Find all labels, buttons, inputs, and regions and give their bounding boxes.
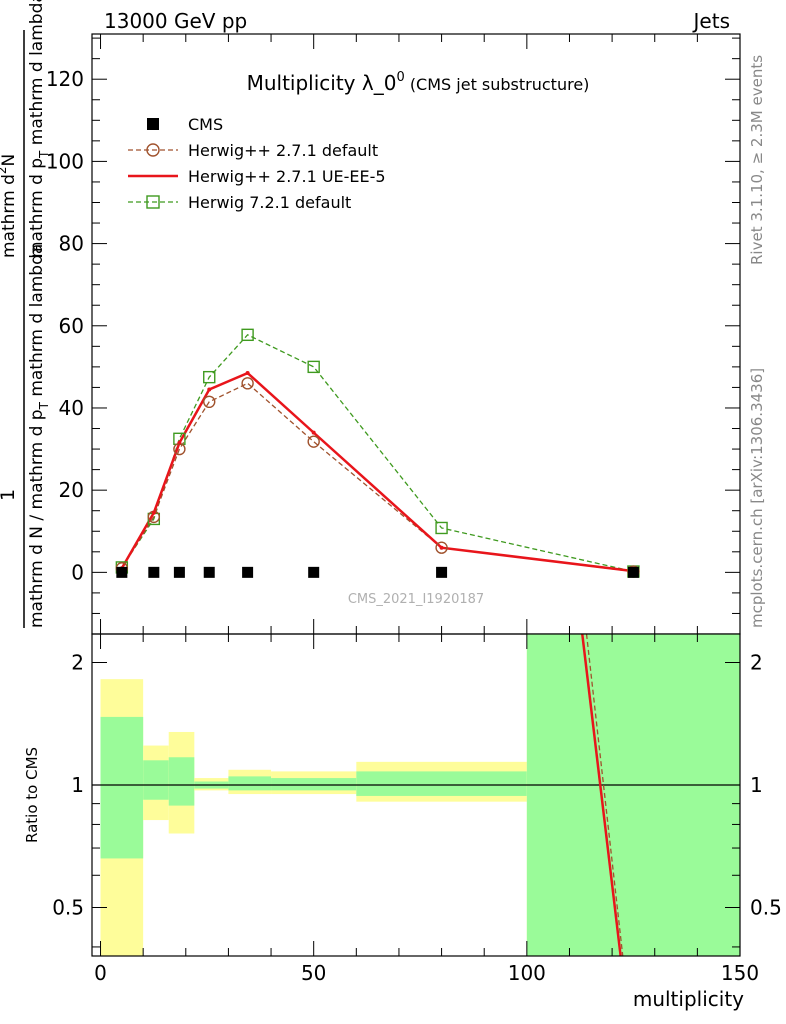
point-cms	[242, 566, 254, 578]
ratio-lines-layer	[581, 633, 624, 957]
main-series-layer	[115, 328, 640, 578]
ratio-tick-labels: 0.5 0.5 1 1 2 2 0 50 100 150	[52, 651, 782, 985]
series-line-herwig-ueee5	[120, 371, 634, 573]
point-herwig-ueee5	[207, 387, 212, 392]
ylabel-one: 1	[0, 489, 19, 501]
point-herwig-ueee5	[311, 430, 316, 435]
main-ytick-label: 0	[71, 560, 84, 584]
main-ytick-label: 80	[59, 232, 84, 256]
x-axis-label: multiplicity	[633, 987, 744, 1011]
x-tick-label: 0	[94, 961, 107, 985]
plot-title: Multiplicity λ_00 (CMS jet substructure)	[247, 70, 590, 95]
series-line-herwig-default	[121, 382, 634, 573]
ratio-ytick-label-right: 2	[750, 651, 763, 675]
ratio-band-green	[526, 634, 740, 956]
point-herwig-ueee5	[177, 440, 182, 445]
legend: CMS Herwig++ 2.7.1 default Herwig++ 2.7.…	[128, 115, 386, 212]
point-herwig721	[203, 370, 216, 384]
ratio-band-green	[228, 776, 272, 791]
legend-label-herwig721: Herwig 7.2.1 default	[188, 193, 351, 212]
ratio-bands-layer	[92, 634, 740, 956]
ylabel-numerator-tail: mathrm d pT mathrm d lambda	[27, 0, 51, 258]
x-tick-label: 50	[301, 961, 326, 985]
point-herwig-default	[203, 395, 216, 409]
point-herwig721	[241, 328, 254, 342]
point-cms	[116, 566, 128, 578]
point-herwig-default	[307, 435, 320, 448]
main-ytick-label: 40	[59, 396, 84, 420]
ylabel-numerator: mathrm d2N	[0, 154, 19, 258]
ratio-band-green	[168, 757, 195, 806]
legend-marker-cms	[147, 118, 159, 130]
header-left: 13000 GeV pp	[104, 9, 247, 33]
point-cms	[173, 566, 185, 578]
main-axis-ticks	[92, 34, 741, 634]
main-ytick-label: 20	[59, 478, 84, 502]
ratio-ytick-label-right: 0.5	[750, 895, 782, 919]
ratio-ytick-label: 2	[71, 651, 84, 675]
point-herwig-default	[435, 541, 448, 554]
ratio-band-green	[356, 771, 527, 796]
main-ytick-label: 60	[59, 314, 84, 338]
main-ytick-label: 100	[46, 149, 84, 173]
point-cms	[308, 566, 320, 578]
ratio-band-green	[143, 760, 169, 800]
point-herwig721	[307, 360, 320, 374]
ratio-ytick-label: 1	[71, 773, 84, 797]
x-tick-label: 150	[721, 961, 759, 985]
point-cms	[148, 566, 160, 578]
legend-marker-herwig721	[146, 195, 160, 209]
point-cms	[627, 566, 639, 578]
analysis-watermark: CMS_2021_I1920187	[348, 592, 484, 607]
x-tick-label: 100	[508, 961, 546, 985]
ratio-line-herwig-default	[585, 633, 624, 957]
point-herwig-default	[241, 377, 254, 390]
ratio-ytick-label-right: 1	[750, 773, 763, 797]
rivet-label: Rivet 3.1.10, ≥ 2.3M events	[748, 55, 766, 265]
main-ytick-label: 120	[46, 67, 84, 91]
point-cms	[203, 566, 215, 578]
point-cms	[436, 566, 448, 578]
mcplots-label: mcplots.cern.ch [arXiv:1306.3436]	[748, 368, 766, 628]
point-herwig721	[435, 521, 448, 535]
ratio-axis-ticks	[92, 634, 741, 956]
ratio-ytick-label: 0.5	[52, 895, 84, 919]
ratio-plot-frame	[91, 633, 741, 957]
ratio-ylabel: Ratio to CMS	[23, 747, 41, 843]
legend-label-herwig-ueee5: Herwig++ 2.7.1 UE-EE-5	[188, 167, 386, 186]
point-herwig-ueee5	[245, 371, 250, 376]
ratio-line-herwig-ueee5	[581, 633, 622, 957]
header-right: Jets	[692, 9, 730, 33]
ratio-band-green	[271, 778, 357, 791]
ratio-band-green	[100, 716, 144, 859]
series-line-herwig721	[121, 334, 634, 573]
point-herwig-ueee5	[439, 545, 444, 550]
ylabel-denominator: mathrm d N / mathrm d pT mathrm d lambda	[27, 244, 51, 628]
legend-label-herwig-default: Herwig++ 2.7.1 default	[188, 141, 378, 160]
main-ylabel: 1 mathrm d N / mathrm d pT mathrm d lamb…	[0, 0, 51, 628]
point-herwig-ueee5	[151, 510, 156, 515]
legend-label-cms: CMS	[188, 115, 223, 134]
main-tick-labels: 0 20 40 60 80 100 120	[46, 67, 84, 584]
legend-marker-herwig-default	[146, 143, 160, 157]
